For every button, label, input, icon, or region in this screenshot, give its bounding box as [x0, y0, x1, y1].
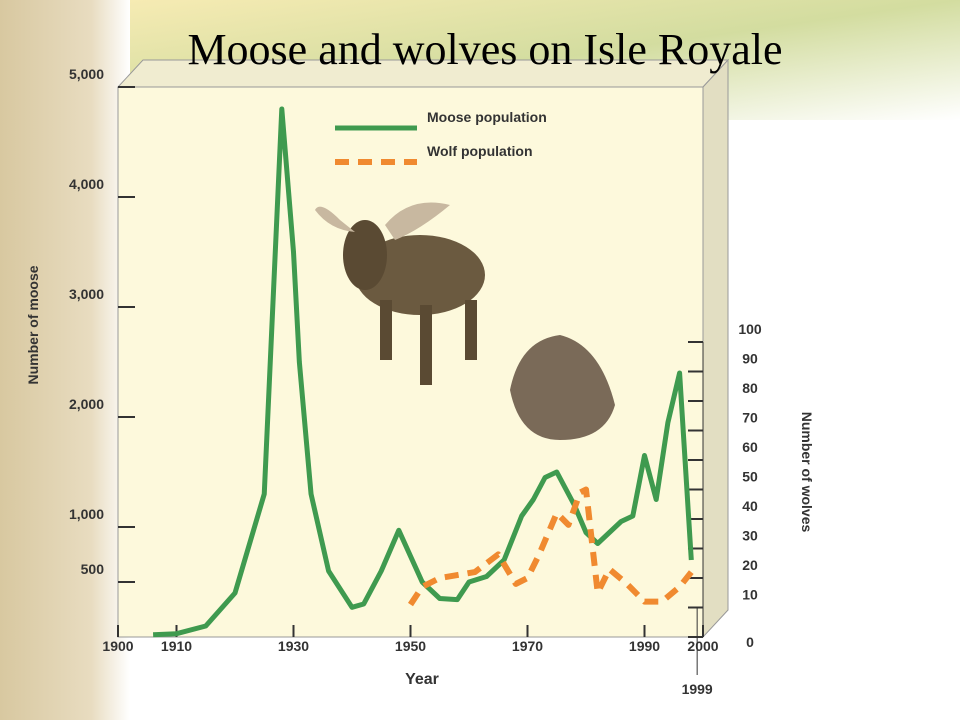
y2-tick-label: 100 — [738, 321, 762, 337]
y2-axis-label: Number of wolves — [799, 412, 815, 533]
x-tick-label: 1970 — [512, 638, 543, 654]
plot-area — [117, 86, 704, 638]
y-tick-label: 5,000 — [69, 66, 104, 82]
y-axis-label: Number of moose — [25, 265, 41, 384]
y2-tick-label: 0 — [746, 634, 754, 650]
y2-tick-label: 20 — [742, 557, 758, 573]
y2-tick-label: 70 — [742, 410, 758, 426]
x-tick-label: 2000 — [687, 638, 718, 654]
y2-tick-label: 30 — [742, 528, 758, 544]
wolf-illustration — [510, 335, 615, 440]
chart-title: Moose and wolves on Isle Royale — [187, 25, 782, 74]
x-tick-label: 1950 — [395, 638, 426, 654]
moose-line — [152, 106, 694, 638]
box-side — [702, 58, 729, 639]
paper-strip — [0, 0, 130, 720]
x-tick-label: 1910 — [161, 638, 192, 654]
annotation: 1999 — [682, 681, 713, 697]
y2-tick-label: 10 — [742, 587, 758, 603]
y2-tick-label: 60 — [742, 439, 758, 455]
y2-tick-label: 80 — [742, 380, 758, 396]
y2-tick-label: 50 — [742, 469, 758, 485]
x-tick-label: 1990 — [629, 638, 660, 654]
x-tick-label: 1900 — [102, 638, 133, 654]
y-tick-label: 500 — [81, 561, 105, 577]
legend-label: Wolf population — [427, 143, 533, 159]
y2-tick-label: 90 — [742, 351, 758, 367]
y2-tick-label: 40 — [742, 498, 758, 514]
legend-label: Moose population — [427, 109, 547, 125]
x-axis-label: Year — [405, 671, 439, 688]
moose-illustration — [315, 202, 485, 385]
y-tick-label: 3,000 — [69, 286, 104, 302]
y-tick-label: 4,000 — [69, 176, 104, 192]
x-tick-label: 1930 — [278, 638, 309, 654]
y-tick-label: 2,000 — [69, 396, 104, 412]
y-tick-label: 1,000 — [69, 506, 104, 522]
